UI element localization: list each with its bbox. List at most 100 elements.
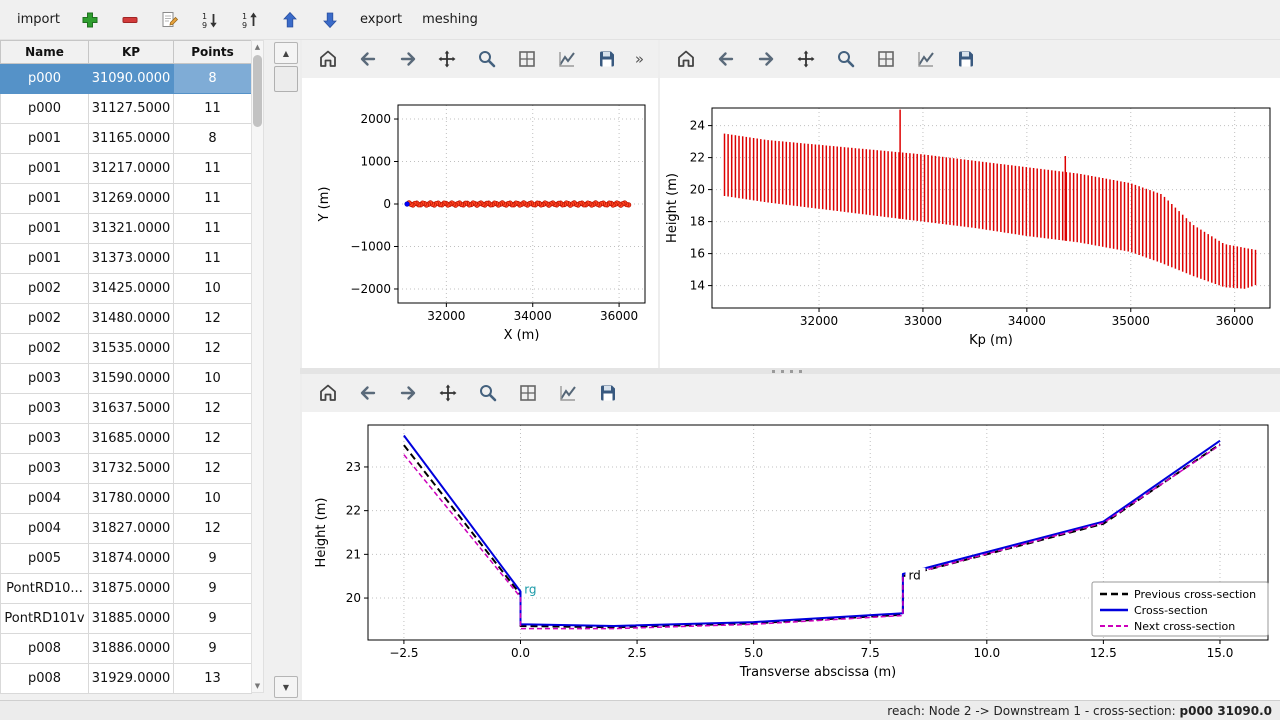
home-button[interactable] bbox=[312, 378, 344, 408]
table-row[interactable]: PontRD101v 31885.0000 9 bbox=[0, 603, 252, 634]
table-row[interactable]: p001 31269.0000 11 bbox=[0, 183, 252, 214]
cell-kp[interactable]: 31090.0000 bbox=[88, 63, 174, 94]
table-scrollbar[interactable]: ▲ ▼ bbox=[251, 40, 264, 693]
meshing-button[interactable]: meshing bbox=[415, 5, 485, 35]
cell-points[interactable]: 9 bbox=[173, 633, 252, 664]
cell-name[interactable]: p002 bbox=[0, 303, 89, 334]
cell-points[interactable]: 9 bbox=[173, 603, 252, 634]
cell-name[interactable]: p000 bbox=[0, 93, 89, 124]
cell-name[interactable]: p001 bbox=[0, 123, 89, 154]
import-button[interactable]: import bbox=[10, 5, 67, 35]
move-down-button[interactable] bbox=[313, 5, 347, 35]
back-button[interactable] bbox=[352, 378, 384, 408]
pan-button[interactable] bbox=[432, 378, 464, 408]
home-button[interactable] bbox=[670, 44, 702, 74]
cell-kp[interactable]: 31425.0000 bbox=[88, 273, 174, 304]
cell-kp[interactable]: 31321.0000 bbox=[88, 213, 174, 244]
cell-points[interactable]: 11 bbox=[173, 213, 252, 244]
cell-name[interactable]: p005 bbox=[0, 543, 89, 574]
cell-kp[interactable]: 31885.0000 bbox=[88, 603, 174, 634]
zoom-button[interactable] bbox=[471, 44, 503, 74]
cell-name[interactable]: p003 bbox=[0, 453, 89, 484]
cell-kp[interactable]: 31780.0000 bbox=[88, 483, 174, 514]
column-header-kp[interactable]: KP bbox=[88, 40, 174, 64]
subplots-button[interactable] bbox=[512, 378, 544, 408]
cell-kp[interactable]: 31637.5000 bbox=[88, 393, 174, 424]
column-header-name[interactable]: Name bbox=[0, 40, 89, 64]
back-button[interactable] bbox=[352, 44, 384, 74]
forward-button[interactable] bbox=[750, 44, 782, 74]
sort-descending-button[interactable]: 1 9 bbox=[233, 5, 267, 35]
cell-points[interactable]: 12 bbox=[173, 453, 252, 484]
panel-scroll-down-button[interactable]: ▼ bbox=[274, 676, 298, 698]
cell-points[interactable]: 12 bbox=[173, 423, 252, 454]
scroll-up-icon[interactable]: ▲ bbox=[254, 43, 261, 51]
table-row[interactable]: p003 31732.5000 12 bbox=[0, 453, 252, 484]
subplots-button[interactable] bbox=[870, 44, 902, 74]
customize-button[interactable] bbox=[551, 44, 583, 74]
scroll-down-icon[interactable]: ▼ bbox=[254, 682, 261, 690]
cell-name[interactable]: p001 bbox=[0, 183, 89, 214]
cell-points[interactable]: 13 bbox=[173, 663, 252, 694]
cell-points[interactable]: 10 bbox=[173, 363, 252, 394]
table-row[interactable]: p002 31480.0000 12 bbox=[0, 303, 252, 334]
add-button[interactable] bbox=[73, 5, 107, 35]
table-row[interactable]: p003 31590.0000 10 bbox=[0, 363, 252, 394]
cell-kp[interactable]: 31874.0000 bbox=[88, 543, 174, 574]
cell-kp[interactable]: 31875.0000 bbox=[88, 573, 174, 604]
table-row[interactable]: p002 31535.0000 12 bbox=[0, 333, 252, 364]
table-row[interactable]: PontRD10... 31875.0000 9 bbox=[0, 573, 252, 604]
cell-name[interactable]: p004 bbox=[0, 483, 89, 514]
cell-kp[interactable]: 31827.0000 bbox=[88, 513, 174, 544]
zoom-button[interactable] bbox=[472, 378, 504, 408]
table-row[interactable]: p000 31127.5000 11 bbox=[0, 93, 252, 124]
cell-kp[interactable]: 31732.5000 bbox=[88, 453, 174, 484]
table-row[interactable]: p005 31874.0000 9 bbox=[0, 543, 252, 574]
cell-points[interactable]: 12 bbox=[173, 513, 252, 544]
cell-kp[interactable]: 31590.0000 bbox=[88, 363, 174, 394]
table-row[interactable]: p001 31373.0000 11 bbox=[0, 243, 252, 274]
pan-button[interactable] bbox=[790, 44, 822, 74]
table-row[interactable]: p002 31425.0000 10 bbox=[0, 273, 252, 304]
table-row[interactable]: p003 31637.5000 12 bbox=[0, 393, 252, 424]
cell-name[interactable]: PontRD101v bbox=[0, 603, 89, 634]
plan-view-chart[interactable]: 32000 34000 36000 −2000 −1000 0 1000 2000 X (m) Y… bbox=[302, 78, 658, 368]
edit-button[interactable] bbox=[153, 5, 187, 35]
table-row[interactable]: p003 31685.0000 12 bbox=[0, 423, 252, 454]
table-row[interactable]: p004 31827.0000 12 bbox=[0, 513, 252, 544]
toolbar-overflow-button[interactable]: » bbox=[634, 50, 644, 68]
subplots-button[interactable] bbox=[511, 44, 543, 74]
cell-kp[interactable]: 31373.0000 bbox=[88, 243, 174, 274]
cell-points[interactable]: 12 bbox=[173, 393, 252, 424]
save-button[interactable] bbox=[950, 44, 982, 74]
customize-button[interactable] bbox=[552, 378, 584, 408]
forward-button[interactable] bbox=[392, 44, 424, 74]
horizontal-splitter[interactable] bbox=[300, 368, 1280, 374]
cell-points[interactable]: 11 bbox=[173, 183, 252, 214]
cell-name[interactable]: p003 bbox=[0, 363, 89, 394]
cell-kp[interactable]: 31269.0000 bbox=[88, 183, 174, 214]
save-button[interactable] bbox=[592, 378, 624, 408]
table-row[interactable]: p001 31165.0000 8 bbox=[0, 123, 252, 154]
table-row[interactable]: p000 31090.0000 8 bbox=[0, 63, 252, 94]
cell-points[interactable]: 9 bbox=[173, 543, 252, 574]
cell-kp[interactable]: 31165.0000 bbox=[88, 123, 174, 154]
home-button[interactable] bbox=[312, 44, 344, 74]
save-button[interactable] bbox=[591, 44, 623, 74]
cell-name[interactable]: p002 bbox=[0, 333, 89, 364]
cell-name[interactable]: p004 bbox=[0, 513, 89, 544]
table-row[interactable]: p001 31321.0000 11 bbox=[0, 213, 252, 244]
cell-name[interactable]: p008 bbox=[0, 663, 89, 694]
export-button[interactable]: export bbox=[353, 5, 409, 35]
cell-kp[interactable]: 31929.0000 bbox=[88, 663, 174, 694]
table-row[interactable]: p008 31929.0000 13 bbox=[0, 663, 252, 694]
cell-points[interactable]: 8 bbox=[173, 123, 252, 154]
cell-points[interactable]: 9 bbox=[173, 573, 252, 604]
move-up-button[interactable] bbox=[273, 5, 307, 35]
cell-kp[interactable]: 31685.0000 bbox=[88, 423, 174, 454]
table-row[interactable]: p001 31217.0000 11 bbox=[0, 153, 252, 184]
panel-scroll-up-button[interactable]: ▲ bbox=[274, 42, 298, 64]
zoom-button[interactable] bbox=[830, 44, 862, 74]
panel-scrollbar-thumb[interactable] bbox=[274, 66, 298, 92]
table-row[interactable]: p008 31886.0000 9 bbox=[0, 633, 252, 664]
